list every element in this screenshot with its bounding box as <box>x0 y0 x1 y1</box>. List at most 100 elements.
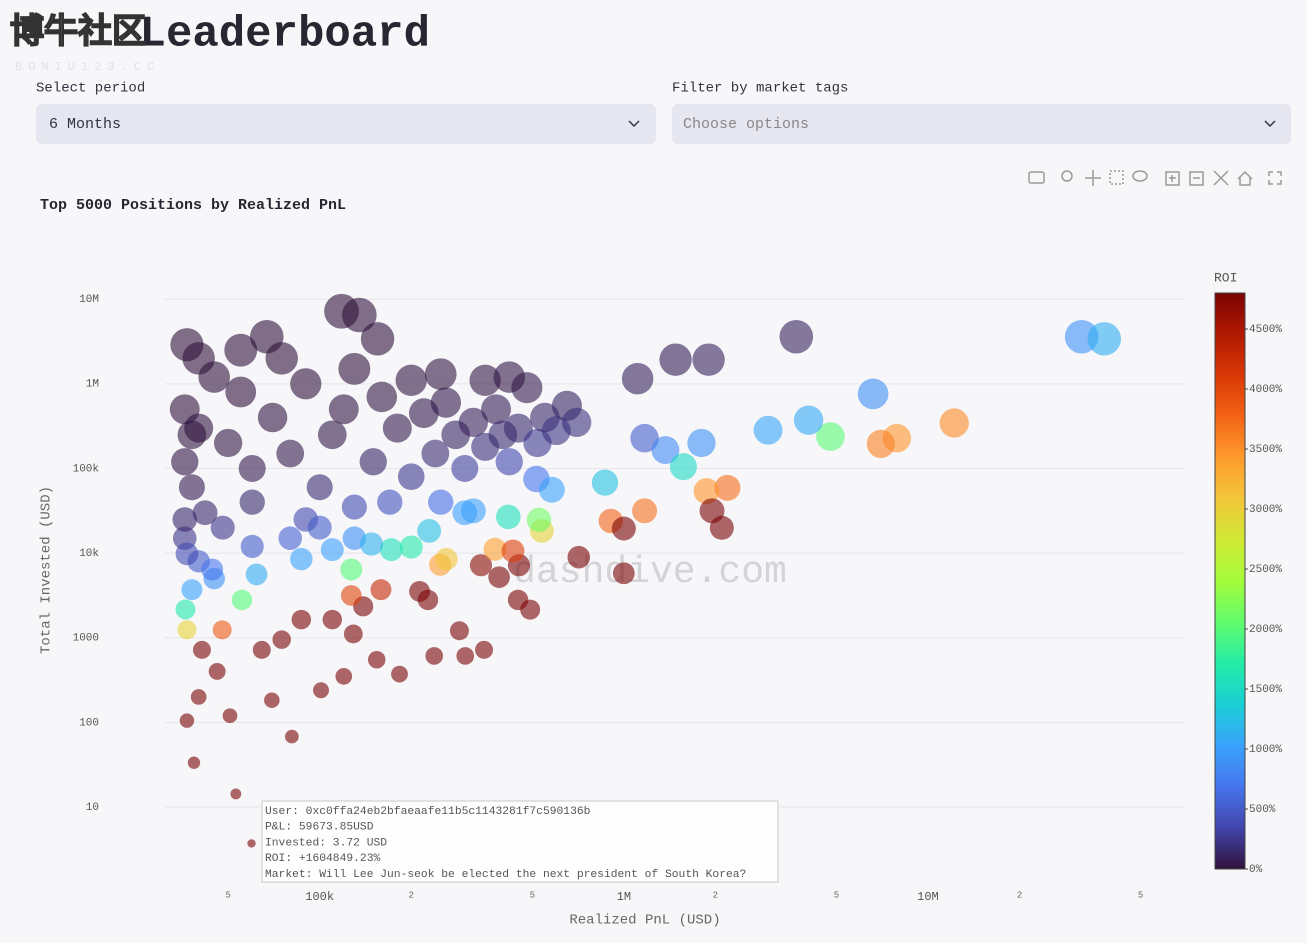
point <box>366 381 398 413</box>
tooltip-line: P&L: 59673.85USD <box>265 822 374 834</box>
point <box>306 474 333 501</box>
point <box>651 436 680 465</box>
point <box>231 589 253 611</box>
point <box>377 489 403 515</box>
point <box>328 394 359 425</box>
point <box>391 665 408 683</box>
point <box>693 478 720 505</box>
point <box>224 333 258 367</box>
point <box>290 368 322 400</box>
x-tick-label: 2 <box>713 890 718 900</box>
colorbar-tick-label: 4000% <box>1249 384 1282 396</box>
point <box>714 474 741 501</box>
point <box>250 319 284 354</box>
point <box>172 507 197 532</box>
point <box>210 515 235 540</box>
point <box>171 448 199 476</box>
chart-title: Top 5000 Positions by Realized PnL <box>40 197 346 214</box>
point <box>397 463 425 490</box>
point <box>779 319 814 354</box>
modebar <box>1028 170 1282 186</box>
point <box>178 474 205 501</box>
x-tick-label: 100k <box>305 890 334 904</box>
point <box>567 545 591 569</box>
point <box>793 405 824 435</box>
fullscreen-button[interactable] <box>1268 171 1282 185</box>
lasso-button[interactable] <box>1132 170 1148 182</box>
period-select[interactable] <box>36 104 656 144</box>
x-tick-label: 5 <box>530 890 535 900</box>
point <box>469 554 493 577</box>
y-tick-label: 10M <box>79 294 99 306</box>
point <box>278 526 302 550</box>
point <box>225 376 257 408</box>
tooltip-line: Invested: 3.72 USD <box>265 837 387 849</box>
tags-select[interactable] <box>672 104 1291 144</box>
point <box>307 515 332 540</box>
point <box>257 402 288 433</box>
point <box>501 539 525 563</box>
point <box>290 547 313 571</box>
points <box>169 293 1122 848</box>
tooltip-line: ROI: +1604849.23% <box>265 853 380 865</box>
watermark: 博牛社区 <box>10 12 146 52</box>
point <box>611 516 636 541</box>
point <box>507 589 529 611</box>
zoom-in-button[interactable] <box>1165 171 1180 186</box>
select-button[interactable] <box>1109 170 1124 185</box>
point <box>621 362 654 395</box>
colorbar: ROI 0% 500% 1000% 1500% 2000% 2500% 3000% 3500% 4… <box>1214 270 1282 875</box>
point <box>866 429 895 459</box>
chevron <box>1264 120 1276 128</box>
point <box>451 454 479 482</box>
point <box>449 621 469 641</box>
point <box>458 407 488 438</box>
point <box>187 756 201 769</box>
colorbar-title: ROI <box>1214 270 1237 285</box>
point <box>591 469 619 496</box>
point <box>460 498 486 524</box>
point <box>240 534 264 558</box>
y-axis-title: Total Invested (USD) <box>39 486 55 654</box>
point <box>692 343 725 376</box>
point <box>562 407 592 438</box>
pan-button[interactable] <box>1085 170 1101 186</box>
point <box>493 361 526 393</box>
autoscale-button[interactable] <box>1213 170 1229 186</box>
point <box>340 585 362 606</box>
point <box>175 542 199 566</box>
colorbar-tick-label: 500% <box>1249 804 1276 816</box>
camera-button[interactable] <box>1028 171 1045 184</box>
grid: 10 100 1000 10k 100k 1M 10M 5 100k 2 5 1M 2 5 10M 2 5 <box>73 294 1185 904</box>
point <box>212 620 232 640</box>
point <box>264 692 280 708</box>
y-tick-label: 10 <box>86 802 99 814</box>
point <box>687 428 716 458</box>
point <box>496 504 521 530</box>
colorbar-scale <box>1214 292 1246 870</box>
point <box>341 494 367 520</box>
reset-button[interactable] <box>1237 170 1253 186</box>
point <box>475 640 494 659</box>
point <box>272 630 291 649</box>
tooltip: User: 0xc0ffa24eb2bfaeaafe11b5c1143281f7… <box>261 800 779 883</box>
colorbar-tick-label: 0% <box>1249 864 1263 876</box>
point <box>483 537 507 561</box>
select-value: 6 Months <box>49 116 121 133</box>
control-label: Filter by market tags <box>672 81 848 97</box>
point <box>201 558 224 581</box>
point <box>939 408 969 438</box>
point <box>382 413 412 443</box>
point <box>435 547 458 571</box>
zoom-out-button[interactable] <box>1189 171 1204 186</box>
point <box>245 563 268 586</box>
point <box>428 489 454 515</box>
x-tick-label: 2 <box>1017 890 1022 900</box>
colorbar-tick-label: 1500% <box>1249 684 1282 696</box>
zoom-button[interactable] <box>1061 170 1073 182</box>
x-tick-label: 10M <box>917 890 939 904</box>
point <box>238 454 266 482</box>
point <box>421 439 450 468</box>
point <box>753 415 783 445</box>
colorbar-tick-label: 2500% <box>1249 564 1282 576</box>
